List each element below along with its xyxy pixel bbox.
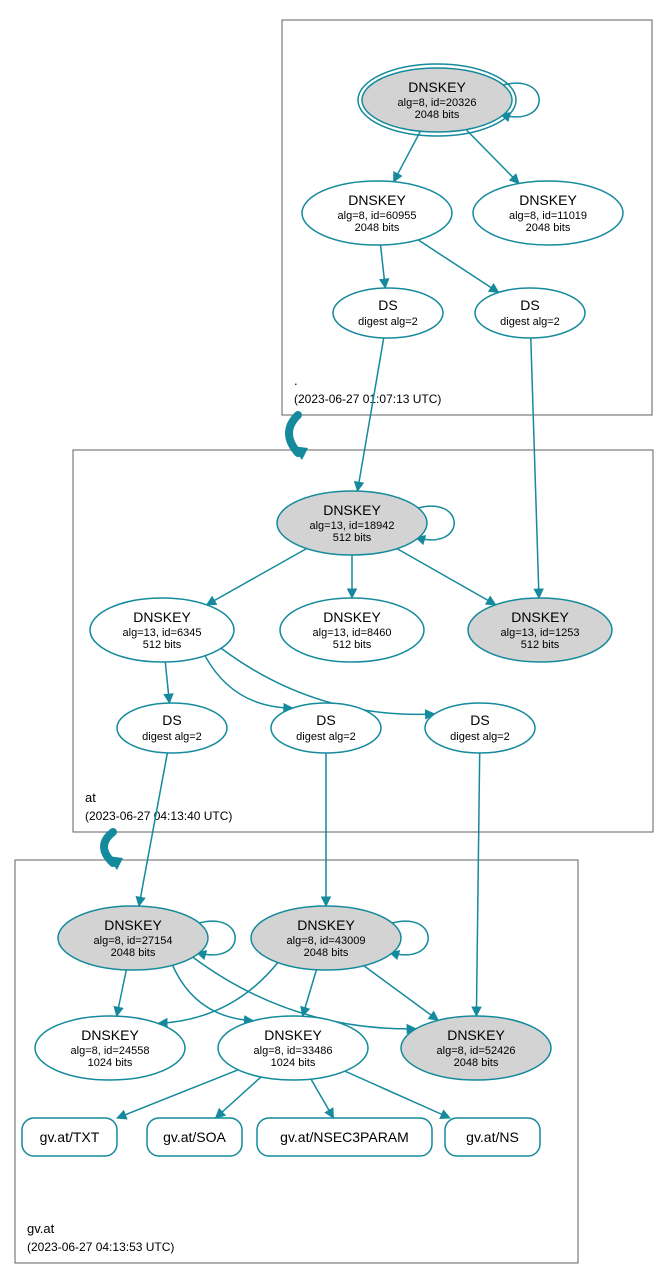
gv_key_27154-l3: 2048 bits (111, 947, 156, 959)
gv_key_33486-l2: alg=8, id=33486 (254, 1045, 333, 1057)
gv_key_43009-title: DNSKEY (297, 917, 355, 933)
gv_key_24558-l3: 1024 bits (88, 1057, 133, 1069)
zone-root-time: (2023-06-27 01:07:13 UTC) (294, 392, 441, 406)
zone-gv-time: (2023-06-27 04:13:53 UTC) (27, 1240, 174, 1254)
at_key_1253-title: DNSKEY (511, 609, 569, 625)
at_ds_3 (425, 703, 535, 753)
edge (345, 1071, 450, 1118)
at_key_6345-l3: 512 bits (143, 639, 182, 651)
gv_ns-label: gv.at/NS (466, 1129, 519, 1145)
edge (531, 338, 539, 598)
at_ds_3-l2: digest alg=2 (450, 731, 510, 743)
edge (397, 549, 496, 605)
edge (418, 240, 499, 293)
zone-at-time: (2023-06-27 04:13:40 UTC) (85, 809, 232, 823)
gv_txt-label: gv.at/TXT (40, 1129, 100, 1145)
zone-root-title: . (294, 373, 298, 388)
at_ds_2-title: DS (316, 712, 335, 728)
at_ds_1 (117, 703, 227, 753)
root_ds_1-title: DS (378, 297, 397, 313)
edge (381, 245, 386, 288)
root_ds_2-l2: digest alg=2 (500, 316, 560, 328)
gv_key_24558-title: DNSKEY (81, 1027, 139, 1043)
edge (207, 549, 307, 605)
root_ds_1 (333, 288, 443, 338)
gv_key_43009-l3: 2048 bits (304, 947, 349, 959)
zone-at-title: at (85, 790, 96, 805)
root_key_11019-l3: 2048 bits (526, 222, 571, 234)
at_key_8460-l2: alg=13, id=8460 (313, 627, 392, 639)
root_ds_2 (475, 288, 585, 338)
gv_nsec3-label: gv.at/NSEC3PARAM (280, 1129, 409, 1145)
gv_key_52426-title: DNSKEY (447, 1027, 505, 1043)
at_ds_1-title: DS (162, 712, 181, 728)
root_key_20326-title: DNSKEY (408, 79, 466, 95)
root_key_20326-l3: 2048 bits (415, 109, 460, 121)
at_key_1253-l2: alg=13, id=1253 (501, 627, 580, 639)
gv_key_43009-l2: alg=8, id=43009 (287, 935, 366, 947)
at_key_18942-l2: alg=13, id=18942 (309, 520, 394, 532)
gv_key_33486-title: DNSKEY (264, 1027, 322, 1043)
dnssec-diagram: . (2023-06-27 01:07:13 UTC) at (2023-06-27 … (0, 0, 669, 1278)
edge (364, 966, 439, 1021)
edge (139, 753, 167, 906)
at_key_18942-title: DNSKEY (323, 502, 381, 518)
edge (205, 656, 293, 708)
root_key_20326-l2: alg=8, id=20326 (398, 97, 477, 109)
at_key_8460-l3: 512 bits (333, 639, 372, 651)
gv_soa-label: gv.at/SOA (163, 1129, 226, 1145)
root_key_60955-l3: 2048 bits (355, 222, 400, 234)
edge (466, 130, 519, 184)
gv_key_24558-l2: alg=8, id=24558 (71, 1045, 150, 1057)
root_key_11019-l2: alg=8, id=11019 (509, 210, 587, 222)
at_key_1253-l3: 512 bits (521, 639, 560, 651)
edge (303, 970, 317, 1017)
gv_key_27154-title: DNSKEY (104, 917, 162, 933)
edge (311, 1079, 334, 1118)
at_key_8460-title: DNSKEY (323, 609, 381, 625)
root_key_11019-title: DNSKEY (519, 192, 577, 208)
gv_key_33486-l3: 1024 bits (271, 1057, 316, 1069)
edge (476, 753, 479, 1016)
at_ds_3-title: DS (470, 712, 489, 728)
edge (394, 131, 421, 182)
at_key_6345-l2: alg=13, id=6345 (123, 627, 202, 639)
zone-gv-title: gv.at (27, 1221, 55, 1236)
gv_key_27154-l2: alg=8, id=27154 (94, 935, 173, 947)
at_ds_1-l2: digest alg=2 (142, 731, 202, 743)
edge (165, 662, 169, 703)
root_key_60955-title: DNSKEY (348, 192, 406, 208)
at_ds_2-l2: digest alg=2 (296, 731, 356, 743)
root_ds_2-title: DS (520, 297, 539, 313)
gv_key_52426-l3: 2048 bits (454, 1057, 499, 1069)
at_key_6345-title: DNSKEY (133, 609, 191, 625)
edge (117, 970, 127, 1016)
root_ds_1-l2: digest alg=2 (358, 316, 418, 328)
gv_key_52426-l2: alg=8, id=52426 (437, 1045, 516, 1057)
at_key_18942-l3: 512 bits (333, 532, 372, 544)
edge (216, 1077, 261, 1118)
at_ds_2 (271, 703, 381, 753)
root_key_60955-l2: alg=8, id=60955 (338, 210, 417, 222)
